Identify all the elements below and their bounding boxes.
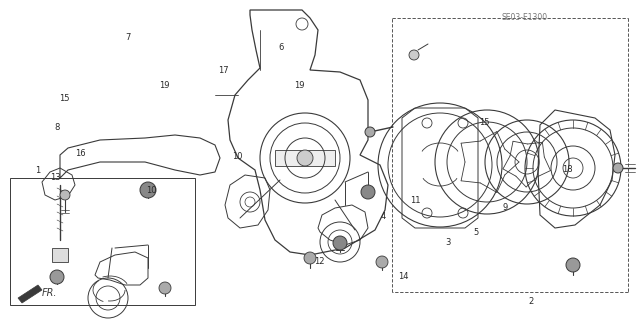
Text: 6: 6 [278,43,284,52]
Text: 7: 7 [125,33,130,42]
Text: 1: 1 [35,166,40,175]
Text: 14: 14 [398,272,408,281]
Text: 12: 12 [314,257,324,266]
Text: 3: 3 [445,238,450,247]
Circle shape [60,190,70,200]
Text: 11: 11 [410,197,420,205]
Text: 15: 15 [479,118,489,127]
Text: 16: 16 [76,149,86,158]
Circle shape [304,252,316,264]
Circle shape [333,236,347,250]
Circle shape [361,185,375,199]
Text: 19: 19 [294,81,305,90]
Text: 10: 10 [146,186,156,195]
Text: 13: 13 [50,173,61,182]
Text: 10: 10 [232,152,242,161]
Circle shape [566,258,580,272]
Text: 8: 8 [54,123,60,132]
Circle shape [50,270,64,284]
Text: SE03-E1300: SE03-E1300 [502,13,548,22]
Text: 15: 15 [59,94,69,103]
Polygon shape [52,248,68,262]
Text: FR.: FR. [42,288,58,298]
Text: 19: 19 [159,81,169,90]
Polygon shape [275,150,335,166]
Text: 2: 2 [528,297,533,306]
Circle shape [613,163,623,173]
Text: 18: 18 [562,165,573,174]
Text: 9: 9 [502,203,508,212]
Text: 4: 4 [381,212,386,221]
Circle shape [140,182,156,198]
Text: 17: 17 [218,66,228,75]
Circle shape [376,256,388,268]
Circle shape [365,127,375,137]
Circle shape [159,282,171,294]
Polygon shape [18,285,42,303]
Circle shape [409,50,419,60]
Circle shape [297,150,313,166]
Text: 5: 5 [474,228,479,237]
